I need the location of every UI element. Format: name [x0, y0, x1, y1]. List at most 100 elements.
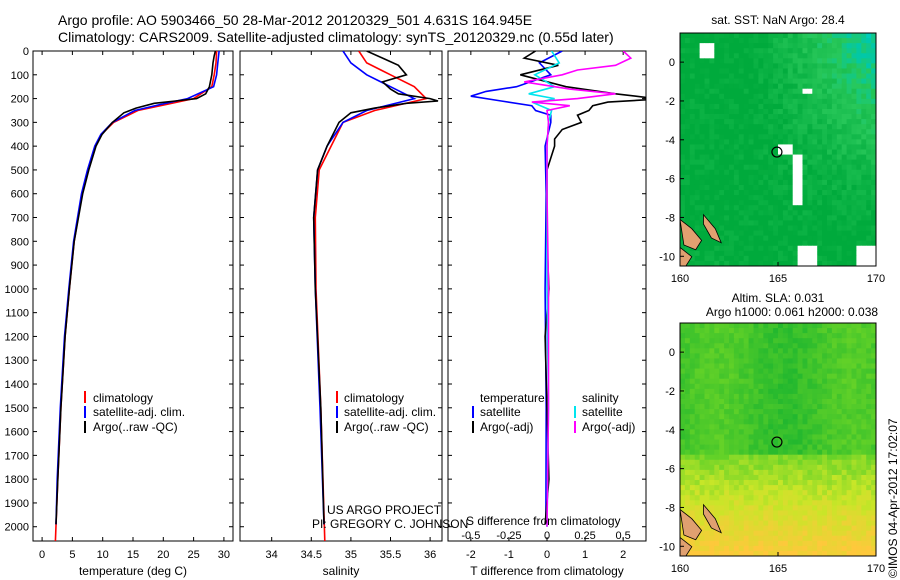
map-cell [851, 230, 857, 237]
map-cell [680, 480, 686, 486]
map-cell [822, 505, 828, 511]
map-cell [861, 114, 867, 120]
map-cell [807, 530, 813, 537]
map-cell [807, 220, 813, 226]
map-cell [684, 429, 691, 435]
map-cell [763, 545, 769, 552]
map-cell [758, 88, 764, 95]
map-cell [866, 159, 872, 166]
map-cell [866, 505, 872, 511]
map-cell [831, 464, 838, 471]
map-cell [773, 215, 779, 221]
map-cell [729, 469, 735, 476]
map-cell [851, 190, 857, 196]
map-cell [743, 409, 749, 415]
map-cell [763, 134, 769, 140]
map-cell [724, 159, 730, 166]
land-mass [703, 503, 722, 534]
map-cell [738, 220, 745, 226]
map-cell [738, 38, 745, 44]
map-cell [851, 515, 857, 521]
map-cell [763, 38, 769, 44]
map-cell [699, 215, 705, 221]
map-cell [733, 338, 740, 344]
map-cell [861, 328, 867, 334]
map-cell [699, 260, 705, 267]
map-cell [861, 343, 867, 349]
map-cell [812, 424, 818, 430]
map-cell [699, 63, 705, 69]
map-cell [846, 550, 852, 557]
map-cell [680, 149, 686, 155]
map-cell [861, 58, 867, 64]
map-cell [768, 245, 774, 252]
map-cell [822, 444, 828, 451]
map-cell [763, 409, 769, 415]
map-cell [753, 88, 759, 95]
map-cell [689, 139, 696, 145]
map-cell [773, 93, 779, 100]
map-cell [822, 464, 828, 471]
map-cell [684, 108, 691, 115]
map-cell [733, 414, 740, 420]
map-cell [709, 108, 715, 115]
map-cell [729, 353, 735, 359]
map-cell [827, 114, 833, 120]
map-cell [773, 343, 779, 349]
map-cell [748, 464, 754, 471]
map-cell [753, 388, 759, 395]
map-cell [748, 215, 754, 221]
map-cell [768, 388, 774, 395]
map-cell [714, 139, 720, 145]
map-cell [714, 429, 720, 435]
map-cell [836, 108, 843, 115]
map-cell [836, 190, 843, 196]
map-cell [694, 398, 700, 405]
map-cell [812, 373, 818, 380]
map-cell [812, 495, 818, 501]
map-cell [807, 550, 813, 557]
map-cell [699, 78, 705, 85]
map-cell [817, 190, 823, 196]
map-cell [684, 368, 691, 375]
map-cell [787, 154, 794, 161]
map-cell [802, 490, 808, 496]
map-cell [719, 409, 725, 415]
map-cell [748, 520, 754, 527]
map-cell [802, 434, 808, 440]
map-cell [817, 240, 823, 247]
map-cell [856, 250, 862, 257]
map-cell [763, 353, 769, 359]
map-cell [733, 230, 740, 237]
map-cell [768, 58, 774, 64]
map-cell [807, 159, 813, 166]
map-cell [836, 58, 843, 64]
map-cell [753, 444, 759, 451]
map-cell [836, 495, 843, 501]
map-cell [782, 205, 789, 211]
map-cell [719, 500, 725, 506]
map-cell [689, 464, 696, 471]
map-cell [778, 393, 784, 400]
map-cell [729, 245, 735, 252]
map-cell [827, 53, 833, 59]
map-cell [846, 235, 852, 242]
map-cell [724, 429, 730, 435]
map-y-tick-label: -2 [665, 386, 675, 398]
map-cell [714, 449, 720, 456]
map-cell [694, 225, 700, 231]
map-cell [782, 388, 789, 395]
map-cell [709, 179, 715, 186]
map-cell [684, 328, 691, 334]
map-cell [684, 363, 691, 369]
map-cell [817, 409, 823, 415]
map-cell [792, 93, 798, 100]
map-cell [871, 535, 877, 542]
map-cell [846, 464, 852, 471]
map-cell [753, 124, 759, 130]
map-cell [714, 240, 720, 247]
map-cell [704, 474, 710, 481]
map-cell [817, 149, 823, 155]
map-cell [831, 414, 838, 420]
map-cell [758, 439, 764, 445]
